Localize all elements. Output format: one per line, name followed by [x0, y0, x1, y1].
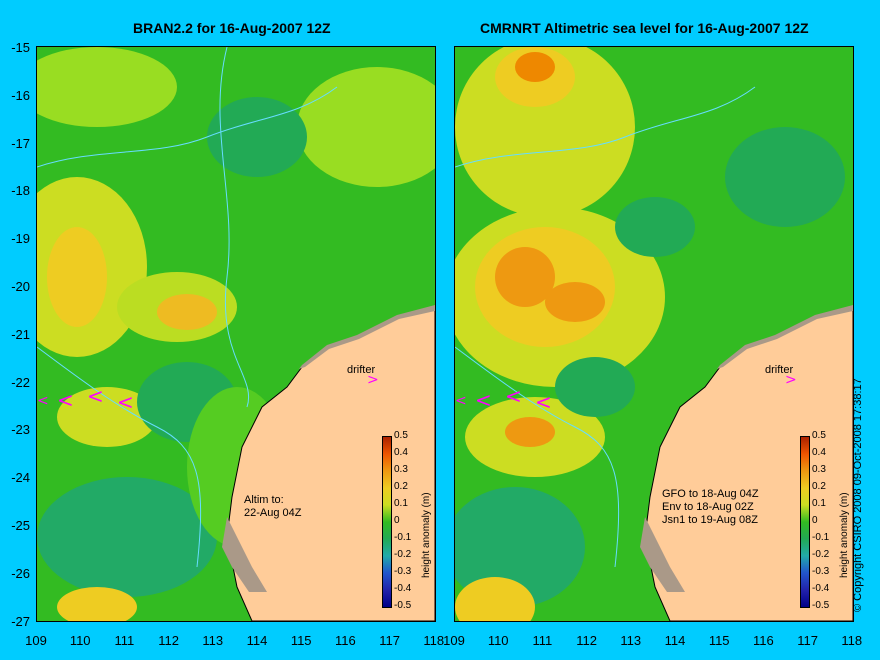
right-colorbar-title: height anomaly (m): [839, 492, 850, 578]
right-map-title: CMRNRT Altimetric sea level for 16-Aug-2…: [480, 20, 809, 36]
x-tick-label: 115: [708, 633, 730, 648]
left-colorbar-title: height anomaly (m): [421, 492, 432, 578]
left-map-panel: < < < < >: [36, 46, 436, 622]
y-tick-label: -26: [11, 565, 30, 581]
y-tick-label: -18: [11, 183, 30, 199]
x-tick-label: 112: [158, 633, 179, 648]
right-drifter-label: drifter: [765, 364, 794, 376]
colorbar-tick-label: -0.2: [812, 549, 830, 560]
colorbar-tick-label: 0.5: [394, 430, 408, 441]
x-tick-label: 118: [423, 633, 445, 648]
svg-text:<: <: [37, 393, 49, 409]
x-tick-label: 115: [290, 633, 312, 648]
colorbar-tick-label: -0.4: [812, 583, 830, 594]
y-tick-label: -27: [11, 613, 30, 629]
left-altimetry-note: Altim to: 22-Aug 04Z: [244, 494, 302, 519]
y-tick-label: -15: [11, 40, 30, 55]
colorbar-tick-label: 0.4: [812, 447, 826, 458]
y-tick-label: -19: [11, 231, 30, 247]
colorbar-tick-label: 0.3: [812, 464, 826, 475]
left-map-title: BRAN2.2 for 16-Aug-2007 12Z: [133, 20, 331, 36]
colorbar-tick-label: 0.3: [394, 464, 408, 475]
y-tick-label: -22: [11, 374, 30, 390]
svg-text:<: <: [475, 388, 492, 412]
y-tick-label: -16: [11, 87, 30, 103]
left-drifter-label: drifter: [347, 364, 376, 376]
x-tick-label: 116: [335, 633, 356, 648]
svg-text:<: <: [535, 390, 552, 414]
svg-text:>: >: [367, 372, 379, 388]
right-map-panel: < < < < >: [454, 46, 854, 622]
colorbar-tick-label: 0.4: [394, 447, 408, 458]
colorbar-tick-label: 0.1: [394, 498, 408, 509]
colorbar-tick-label: -0.5: [812, 600, 830, 611]
y-tick-label: -21: [11, 326, 30, 342]
colorbar-tick-label: 0.1: [812, 498, 826, 509]
svg-text:<: <: [505, 384, 522, 408]
x-tick-label: 110: [487, 633, 509, 648]
x-tick-label: 113: [202, 633, 224, 648]
x-tick-label: 118: [841, 633, 863, 648]
right-colorbar: [800, 436, 810, 608]
y-tick-label: -25: [11, 518, 30, 533]
svg-text:<: <: [57, 388, 74, 412]
colorbar-tick-label: 0: [812, 515, 818, 526]
svg-text:<: <: [87, 384, 104, 408]
colorbar-tick-label: 0.2: [394, 481, 408, 492]
y-tick-label: -24: [11, 470, 30, 486]
colorbar-tick-label: 0: [394, 515, 400, 526]
x-tick-label: 112: [576, 633, 597, 648]
colorbar-tick-label: -0.1: [812, 532, 830, 543]
x-tick-label: 111: [532, 633, 553, 648]
x-tick-label: 117: [797, 633, 818, 648]
right-altimetry-note: GFO to 18-Aug 04Z Env to 18-Aug 02Z Jsn1…: [662, 488, 759, 526]
colorbar-tick-label: -0.3: [394, 566, 412, 577]
y-tick-label: -20: [11, 279, 30, 294]
x-tick-label: 111: [114, 633, 135, 648]
left-colorbar: [382, 436, 392, 608]
colorbar-tick-label: -0.4: [394, 583, 412, 594]
y-tick-label: -23: [11, 422, 30, 438]
y-tick-label: -17: [11, 135, 30, 151]
x-tick-label: 116: [753, 633, 774, 648]
svg-text:<: <: [455, 393, 467, 409]
x-tick-label: 109: [443, 633, 465, 648]
colorbar-tick-label: -0.2: [394, 549, 412, 560]
x-tick-label: 114: [246, 633, 268, 648]
colorbar-tick-label: -0.5: [394, 600, 412, 611]
svg-text:>: >: [785, 372, 797, 388]
x-tick-label: 117: [379, 633, 400, 648]
x-tick-label: 109: [25, 633, 47, 648]
colorbar-tick-label: 0.5: [812, 430, 826, 441]
x-tick-label: 114: [664, 633, 686, 648]
colorbar-tick-label: -0.1: [394, 532, 412, 543]
colorbar-tick-label: 0.2: [812, 481, 826, 492]
copyright-note: © Copyright CSIRO 2008 09-Oct-2008 17:38…: [852, 378, 864, 612]
svg-text:<: <: [117, 390, 134, 414]
x-tick-label: 110: [69, 633, 91, 648]
x-tick-label: 113: [620, 633, 642, 648]
colorbar-tick-label: -0.3: [812, 566, 830, 577]
